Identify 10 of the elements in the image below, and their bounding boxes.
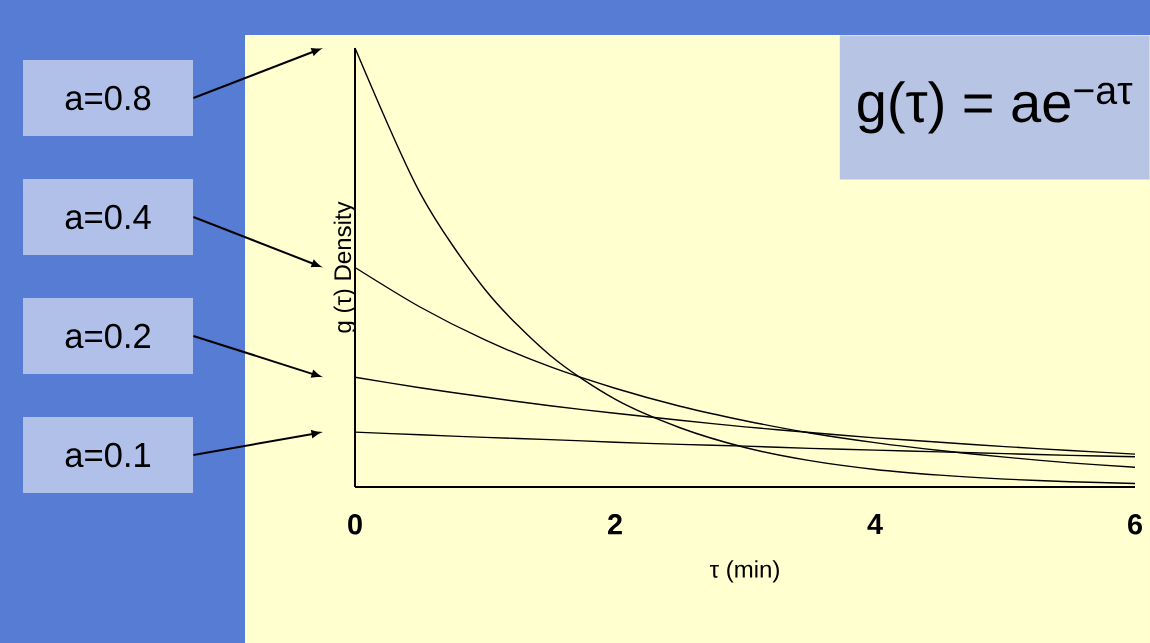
x-tick-label: 4 <box>867 514 883 534</box>
legend-label: a=0.4 <box>65 204 151 230</box>
legend-label: a=0.8 <box>65 85 151 111</box>
x-tick-label: 2 <box>608 514 622 535</box>
x-tick-label: 0 <box>348 514 362 535</box>
legend-label: a=0.2 <box>65 323 150 349</box>
annotation: g(τ) = ae$^{−aτ}$ <box>858 81 1133 134</box>
x-axis-title: τ (min) <box>709 560 779 583</box>
legend-label: a=0.1 <box>65 442 151 468</box>
x-tick-label: 6 <box>1128 514 1142 535</box>
